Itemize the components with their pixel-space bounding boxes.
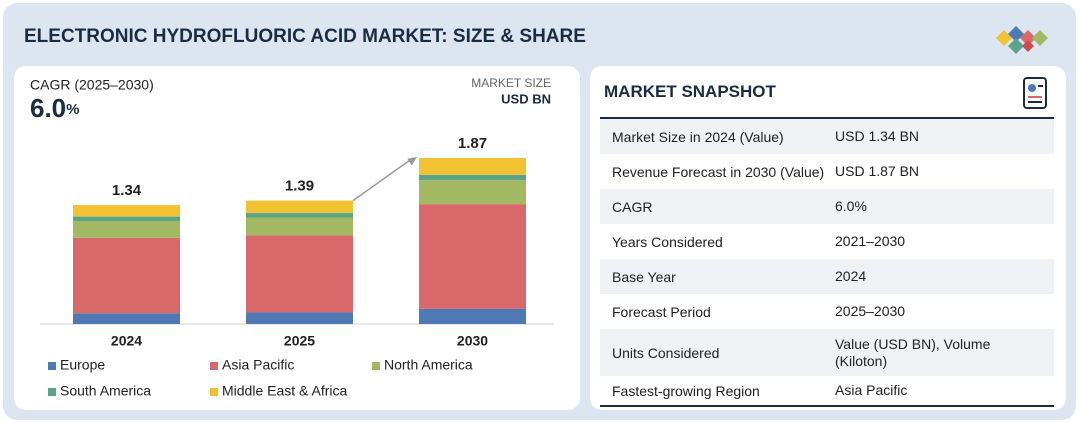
row-value: 6.0% [835,198,867,214]
row-value: Value (USD BN), Volume (Kiloton) [835,335,991,369]
market-size-label: MARKET SIZE [471,76,551,90]
row-label: Revenue Forecast in 2030 (Value) [612,163,825,180]
legend-swatch [210,362,218,370]
row-label: Market Size in 2024 (Value) [612,128,784,145]
total-label: 1.87 [458,135,487,152]
row-label: Forecast Period [612,303,711,320]
bar-segment [73,216,180,222]
row-label: CAGR [612,198,653,215]
row-value: 2024 [835,268,867,284]
row-value: USD 1.87 BN [835,163,920,179]
legend-label: Middle East & Africa [222,383,347,399]
snapshot-table: Market Size in 2024 (Value) USD 1.34 BN Re… [600,117,1054,407]
row-value: Asia Pacific [835,382,908,398]
bar-segment [419,308,526,324]
snapshot-panel: MARKET SNAPSHOT Market Size in 2024 (Val… [590,66,1066,410]
x-tick-label: 2024 [111,333,142,349]
bar-segment [246,200,353,214]
report-icon [1023,77,1047,109]
market-size-unit: USD BN [501,91,551,106]
x-tick-label: 2025 [284,333,315,349]
snapshot-title: MARKET SNAPSHOT [604,82,776,101]
row-label: Units Considered [612,344,720,361]
x-tick-label: 2030 [457,333,488,349]
table-row: Fastest-growing Region Asia Pacific [600,376,1054,405]
row-value: 2021–2030 [835,233,906,249]
bar-segment [246,312,353,324]
legend-swatch [48,388,56,396]
row-label: Base Year [612,268,676,285]
cagr-number: 6.0 [30,93,66,123]
growth-arrow [352,157,414,202]
bar-segment [419,180,526,205]
bar-segment [419,174,526,181]
legend-label: South America [60,383,151,399]
bar-segment [246,217,353,236]
table-row: Market Size in 2024 (Value) USD 1.34 BN [600,119,1054,154]
table-row: Years Considered 2021–2030 [600,224,1054,259]
total-label: 1.39 [285,178,314,195]
cagr-label: CAGR (2025–2030) [30,77,154,93]
legend-label: North America [384,357,473,373]
arrow-head [407,157,417,166]
total-label: 1.34 [112,182,142,199]
bar-segment [73,205,180,217]
cagr-unit: % [66,101,79,118]
bar-segment [73,313,180,324]
table-row: Base Year 2024 [600,259,1054,294]
row-value: 2025–2030 [835,303,906,319]
row-label: Years Considered [612,233,723,250]
legend-swatch [48,362,56,370]
chart: CAGR (2025–2030) 6.0% MARKET SIZE USD BN… [30,76,554,399]
table-row: Forecast Period 2025–2030 [600,294,1054,329]
bar-segment [246,213,353,218]
row-label: Fastest-growing Region [612,382,760,399]
bar-segment [73,237,180,314]
page-title: ELECTRONIC HYDROFLUORIC ACID MARKET: SIZ… [24,26,586,47]
legend-swatch [210,388,218,396]
bar-segment [419,204,526,309]
cagr-value: 6.0% [30,93,80,123]
legend-label: Asia Pacific [222,357,294,373]
bar-segment [419,158,526,175]
row-value: USD 1.34 BN [835,128,920,144]
table-row: CAGR 6.0% [600,189,1054,224]
bar-segment [246,235,353,313]
logo [996,26,1048,54]
table-row: Units Considered Value (USD BN), Volume (… [600,329,1054,376]
chart-panel: CAGR (2025–2030) 6.0% MARKET SIZE USD BN… [14,66,580,410]
legend-label: Europe [60,357,105,373]
bar-segment [73,221,180,238]
legend-swatch [372,362,380,370]
table-row: Revenue Forecast in 2030 (Value) USD 1.87… [600,154,1054,189]
